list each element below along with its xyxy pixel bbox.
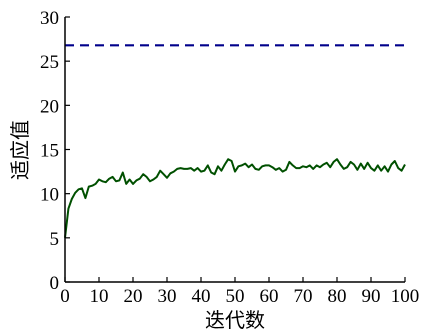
series-layer bbox=[64, 44, 406, 238]
x-tick-label: 90 bbox=[362, 286, 381, 307]
x-tick-label: 100 bbox=[391, 286, 420, 307]
y-tick-label: 10 bbox=[40, 185, 59, 206]
y-tick-label: 15 bbox=[40, 141, 59, 162]
x-tick-label: 80 bbox=[328, 286, 347, 307]
y-tick-label: 5 bbox=[50, 229, 60, 250]
x-tick-label: 30 bbox=[158, 286, 177, 307]
x-tick-label: 20 bbox=[124, 286, 143, 307]
y-tick-label: 20 bbox=[40, 96, 59, 117]
y-axis-title: 适应值 bbox=[8, 120, 32, 180]
x-tick-label: 0 bbox=[60, 286, 70, 307]
x-tick-label: 50 bbox=[226, 286, 245, 307]
x-tick-label: 60 bbox=[260, 286, 279, 307]
x-tick-label: 70 bbox=[294, 286, 313, 307]
x-axis-title: 迭代数 bbox=[205, 308, 265, 331]
fitness-series-line bbox=[64, 158, 406, 238]
x-tick-label: 10 bbox=[90, 286, 109, 307]
y-tick-label: 25 bbox=[40, 52, 59, 73]
axes-layer bbox=[64, 17, 405, 283]
y-tick-label: 30 bbox=[40, 8, 59, 29]
y-tick-label: 0 bbox=[50, 273, 60, 294]
ticks-layer: 0 10 20 30 40 50 60 70 80 90 100 0 5 10 15 20 25 30 bbox=[40, 8, 419, 307]
x-tick-label: 40 bbox=[192, 286, 211, 307]
